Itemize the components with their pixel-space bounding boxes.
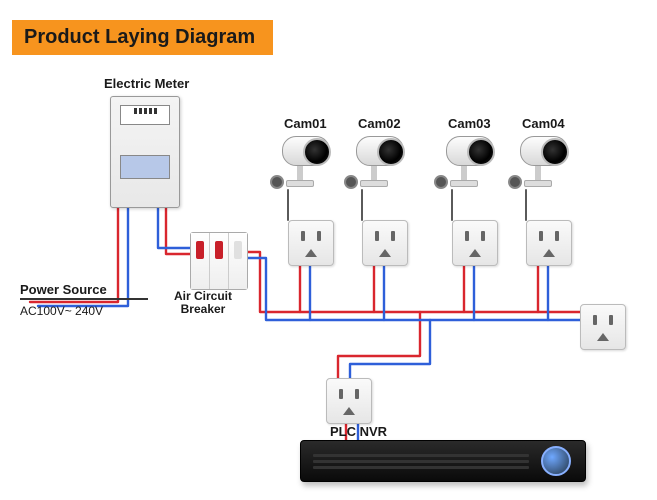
power-source-line	[20, 298, 148, 300]
diagram-title: Product Laying Diagram	[12, 20, 273, 55]
camera-cam03	[436, 136, 492, 187]
cam04-label: Cam04	[522, 116, 565, 131]
cam02-label: Cam02	[358, 116, 401, 131]
wall-socket-2	[362, 220, 408, 266]
camera-cam04	[510, 136, 566, 187]
wall-socket-4	[526, 220, 572, 266]
cam03-label: Cam03	[448, 116, 491, 131]
air-circuit-breaker	[190, 232, 248, 290]
electric-meter-label: Electric Meter	[104, 76, 189, 91]
cam01-label: Cam01	[284, 116, 327, 131]
camera-cam01	[272, 136, 328, 187]
wall-socket-1	[288, 220, 334, 266]
wall-socket-3	[452, 220, 498, 266]
nvr-dial-icon	[541, 446, 571, 476]
wall-socket-5	[580, 304, 626, 350]
plc-nvr-label: PLC NVR	[330, 424, 387, 439]
plc-nvr	[300, 440, 586, 482]
ac-range-label: AC100V~ 240V	[20, 304, 103, 318]
electric-meter	[110, 96, 180, 208]
power-source-label: Power Source	[20, 282, 107, 297]
breaker-label: Air CircuitBreaker	[168, 290, 238, 316]
camera-cam02	[346, 136, 402, 187]
wall-socket-6	[326, 378, 372, 424]
